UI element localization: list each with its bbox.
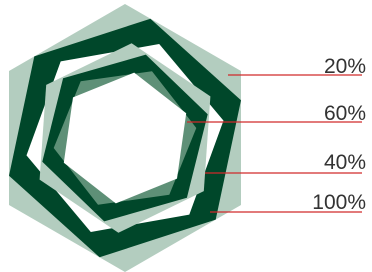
infographic: 20% 60% 40% 100%: [0, 0, 372, 272]
percent-label: 100%: [312, 191, 366, 214]
percent-label: 60%: [324, 102, 366, 125]
hexagon-rings: [9, 4, 241, 272]
percent-label: 40%: [324, 151, 366, 174]
percent-label: 20%: [324, 55, 366, 78]
